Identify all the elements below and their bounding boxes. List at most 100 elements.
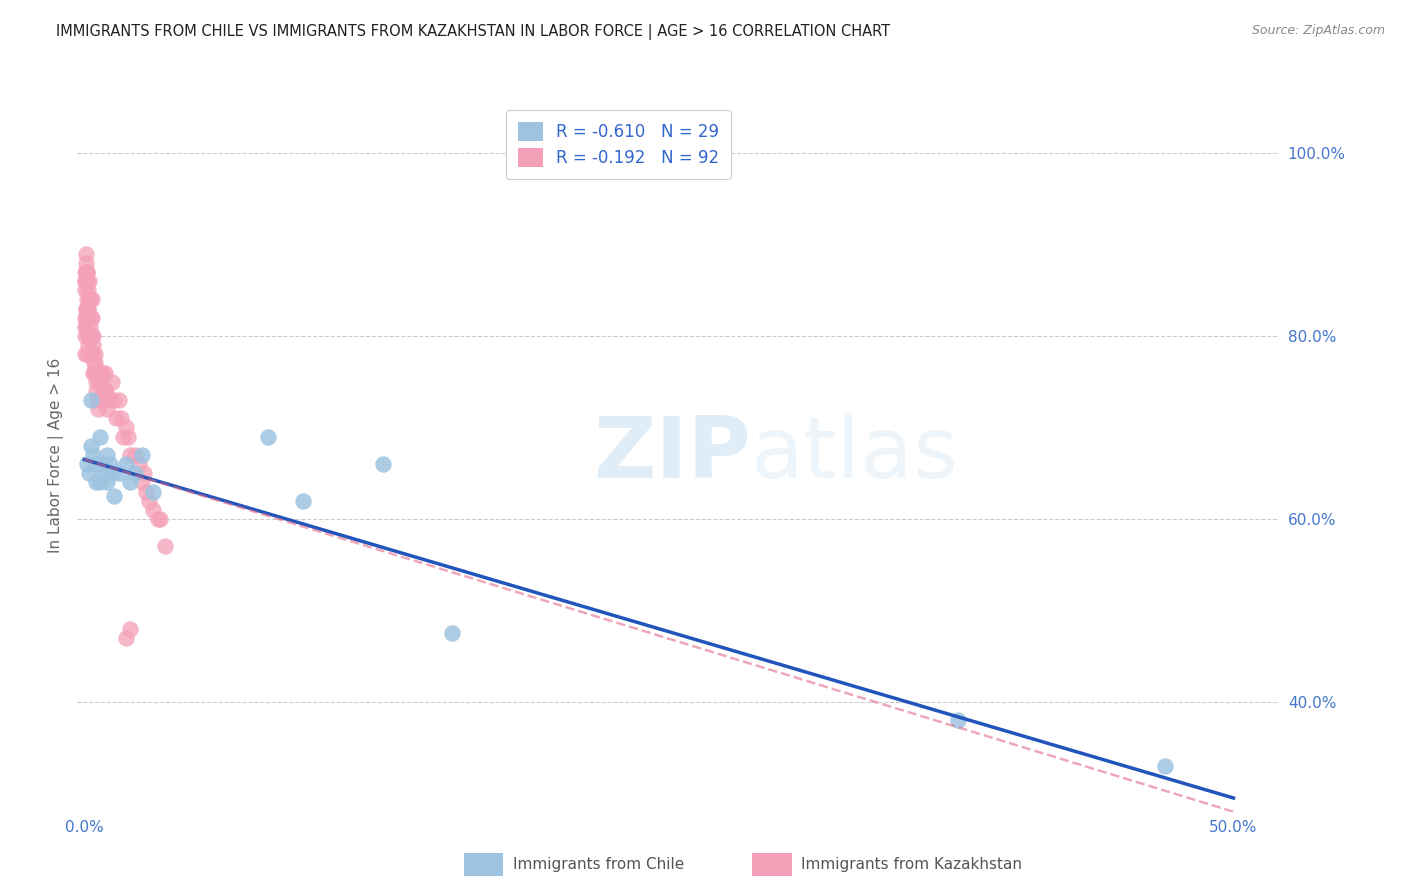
Point (98, 392, 121, 407)
Point (132, 467, 155, 481)
Text: IMMIGRANTS FROM CHILE VS IMMIGRANTS FROM KAZAKHSTAN IN LABOR FORCE | AGE > 16 CO: IMMIGRANTS FROM CHILE VS IMMIGRANTS FROM… (56, 24, 890, 40)
Point (75, 246, 97, 260)
Point (120, 475, 142, 490)
Point (76, 265, 98, 279)
Point (76, 274, 98, 288)
Point (86, 392, 108, 407)
Point (124, 448, 146, 462)
Point (94, 384, 117, 398)
Point (149, 512, 172, 526)
Point (84, 375, 107, 389)
Point (135, 484, 157, 499)
Point (107, 467, 129, 481)
Point (84, 457, 107, 471)
Point (101, 375, 124, 389)
Point (75, 274, 97, 288)
Point (105, 411, 128, 425)
Point (103, 392, 125, 407)
Y-axis label: In Labor Force | Age > 16: In Labor Force | Age > 16 (48, 358, 65, 552)
Point (94, 366, 117, 380)
Point (79, 329, 101, 343)
Point (146, 512, 169, 526)
Point (84, 475, 107, 490)
Text: ZIP: ZIP (593, 413, 751, 497)
Point (80, 439, 103, 453)
Point (131, 475, 153, 490)
Point (79, 293, 101, 307)
Point (91, 366, 114, 380)
Point (84, 384, 107, 398)
Point (75, 265, 97, 279)
Point (76, 293, 98, 307)
Point (80, 329, 103, 343)
Point (79, 274, 101, 288)
Point (89, 375, 111, 389)
Point (83, 366, 105, 380)
Point (76, 283, 98, 297)
Point (103, 489, 125, 503)
Point (124, 467, 146, 481)
Point (94, 467, 117, 481)
Point (76, 329, 98, 343)
Point (87, 457, 110, 471)
Point (114, 631, 136, 645)
Point (79, 319, 101, 334)
Point (90, 375, 112, 389)
Point (89, 429, 111, 443)
Point (79, 293, 101, 307)
Point (117, 429, 139, 443)
Point (82, 366, 104, 380)
Point (120, 448, 142, 462)
Point (82, 347, 104, 361)
Point (75, 319, 97, 334)
Point (94, 384, 117, 398)
Point (82, 329, 104, 343)
Point (80, 310, 103, 325)
Point (73, 347, 96, 361)
Point (1153, 759, 1175, 773)
Point (75, 301, 97, 316)
Point (77, 338, 100, 352)
Point (75, 329, 97, 343)
Point (76, 265, 98, 279)
Point (76, 457, 98, 471)
Point (73, 283, 96, 297)
Point (77, 329, 100, 343)
Point (84, 356, 107, 370)
Point (77, 467, 100, 481)
Text: Source: ZipAtlas.com: Source: ZipAtlas.com (1251, 24, 1385, 37)
Point (142, 503, 165, 517)
Point (946, 713, 969, 727)
Point (96, 402, 118, 417)
Point (73, 310, 96, 325)
Point (80, 293, 103, 307)
Point (77, 301, 100, 316)
Point (77, 301, 100, 316)
Point (82, 338, 104, 352)
Point (77, 293, 100, 307)
Point (153, 540, 176, 554)
Point (128, 457, 150, 471)
Point (91, 457, 114, 471)
Point (114, 420, 136, 434)
Point (89, 366, 111, 380)
Text: Immigrants from Kazakhstan: Immigrants from Kazakhstan (801, 857, 1022, 871)
Point (371, 457, 394, 471)
Point (112, 429, 135, 443)
Point (89, 475, 111, 490)
Point (76, 301, 98, 316)
Text: atlas: atlas (751, 413, 959, 497)
Point (82, 347, 104, 361)
Point (80, 347, 103, 361)
Point (76, 310, 98, 325)
Point (96, 475, 118, 490)
Point (76, 347, 98, 361)
Text: Immigrants from Chile: Immigrants from Chile (513, 857, 685, 871)
Point (84, 366, 107, 380)
Point (75, 265, 97, 279)
Point (80, 392, 103, 407)
Point (91, 384, 114, 398)
Point (75, 301, 97, 316)
Point (77, 310, 100, 325)
Legend: R = -0.610   N = 29, R = -0.192   N = 92: R = -0.610 N = 29, R = -0.192 N = 92 (506, 110, 731, 178)
